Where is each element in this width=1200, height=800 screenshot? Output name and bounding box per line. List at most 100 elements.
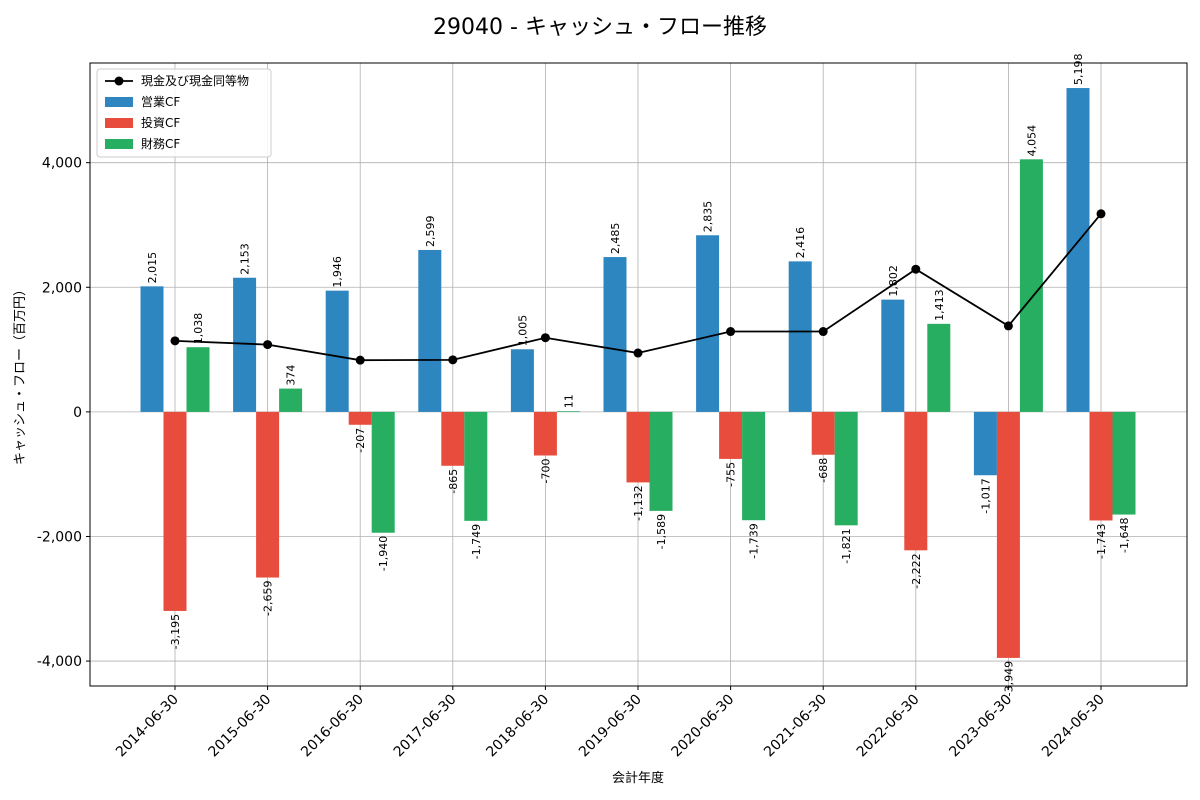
bars	[140, 88, 1136, 658]
bar	[626, 411, 650, 483]
x-tick-label: 2016-06-30	[298, 692, 367, 761]
cash-point	[726, 327, 736, 337]
legend-swatch	[105, 118, 133, 128]
bar	[973, 411, 997, 476]
legend-label: 投資CF	[141, 115, 180, 130]
bar	[603, 257, 627, 412]
bar	[233, 277, 257, 412]
bar	[348, 411, 372, 425]
bar-value-label: -1,739	[748, 523, 761, 558]
bar	[719, 411, 743, 459]
bar-value-label: 11	[562, 394, 575, 408]
bar-value-label: -1,743	[1095, 523, 1108, 558]
legend-label: 現金及び現金同等物	[141, 73, 249, 88]
y-axis-label: キャッシュ・フロー（百万円）	[13, 283, 28, 465]
bar	[510, 349, 534, 412]
bar	[186, 347, 210, 412]
cash-point	[1003, 321, 1013, 331]
cash-point	[355, 355, 365, 365]
chart-title: 29040 - キャッシュ・フロー推移	[433, 15, 767, 40]
x-tick-label: 2014-06-30	[113, 692, 182, 761]
bar	[1089, 411, 1113, 521]
bar-value-label: -1,017	[979, 478, 992, 513]
bar	[325, 290, 349, 412]
bar-value-label: -3,949	[1002, 661, 1015, 696]
bar	[927, 323, 951, 412]
x-tick-label: 2021-06-30	[761, 692, 830, 761]
x-axis-label: 会計年度	[612, 770, 664, 786]
legend-marker	[114, 76, 124, 86]
legend-swatch	[105, 97, 133, 107]
bar	[696, 235, 720, 412]
cash-line	[170, 209, 1106, 365]
x-tick-label: 2018-06-30	[483, 692, 552, 761]
bar-value-label: 4,054	[1025, 125, 1038, 157]
legend-swatch	[105, 139, 133, 149]
cash-point	[448, 355, 458, 365]
bar	[140, 286, 164, 412]
cash-point	[911, 264, 921, 274]
bar-value-label: 374	[285, 365, 298, 386]
cash-point	[263, 340, 273, 350]
bar	[834, 411, 858, 526]
bar	[256, 411, 280, 578]
bar-value-label: -700	[539, 458, 552, 483]
bar-value-label: -1,132	[632, 485, 645, 520]
value-labels: 2,015 2,153 1,946 2,599 1,005 2,485 2,835 2,416…	[146, 54, 1131, 697]
bar-value-label: 1,005	[516, 315, 529, 347]
bar-value-label: -865	[447, 469, 460, 494]
bar	[163, 411, 187, 611]
bar-value-label: 1,038	[192, 313, 205, 345]
x-tick-label: 2019-06-30	[576, 692, 645, 761]
bar-value-label: -2,659	[262, 581, 275, 616]
bar-value-label: 2,416	[794, 227, 807, 259]
x-tick-label: 2023-06-30	[946, 692, 1015, 761]
bar	[742, 411, 766, 521]
bar	[533, 411, 557, 456]
bar-value-label: 2,485	[609, 223, 622, 255]
x-tick-label: 2024-06-30	[1039, 692, 1108, 761]
cash-point	[540, 333, 550, 343]
bar	[441, 411, 465, 466]
bar	[279, 388, 303, 412]
bar-value-label: -2,222	[910, 553, 923, 588]
y-tick-label: 0	[73, 405, 82, 421]
x-tick-label: 2015-06-30	[206, 692, 275, 761]
x-tick-label: 2017-06-30	[391, 692, 460, 761]
bar	[556, 411, 580, 412]
bar	[1066, 88, 1090, 412]
bar	[1019, 159, 1043, 412]
y-tick-label: -4,000	[37, 654, 82, 670]
bar-value-label: 2,835	[702, 201, 715, 233]
bar	[464, 411, 488, 521]
bar-value-label: -207	[354, 428, 367, 453]
x-axis: 2014-06-30 2015-06-30 2016-06-30 2017-06-30…	[113, 686, 1108, 760]
bar-value-label: 5,198	[1072, 54, 1085, 86]
cash-point	[1096, 209, 1106, 219]
bar-value-label: 1,802	[887, 265, 900, 297]
bar-value-label: 2,153	[239, 243, 252, 275]
bar-value-label: 1,413	[933, 289, 946, 321]
bar-value-label: -3,195	[169, 614, 182, 649]
legend-label: 営業CF	[141, 95, 180, 109]
legend-box	[96, 68, 272, 158]
bar-value-label: 1,946	[331, 256, 344, 288]
bar	[1112, 411, 1136, 515]
bar-value-label: -688	[817, 458, 830, 483]
cash-point	[170, 336, 180, 346]
bar-value-label: -1,648	[1118, 518, 1131, 553]
bar-value-label: -1,749	[470, 524, 483, 559]
y-tick-label: -2,000	[37, 529, 82, 545]
bar-value-label: -755	[725, 462, 738, 487]
bar	[788, 261, 812, 412]
bar	[881, 299, 905, 412]
x-tick-label: 2020-06-30	[669, 692, 738, 761]
y-tick-label: 4,000	[42, 156, 82, 172]
bar-value-label: -1,821	[840, 528, 853, 563]
cash-point	[818, 327, 828, 337]
bar	[371, 411, 395, 533]
x-tick-label: 2022-06-30	[854, 692, 923, 761]
bar-value-label: 2,015	[146, 252, 159, 284]
